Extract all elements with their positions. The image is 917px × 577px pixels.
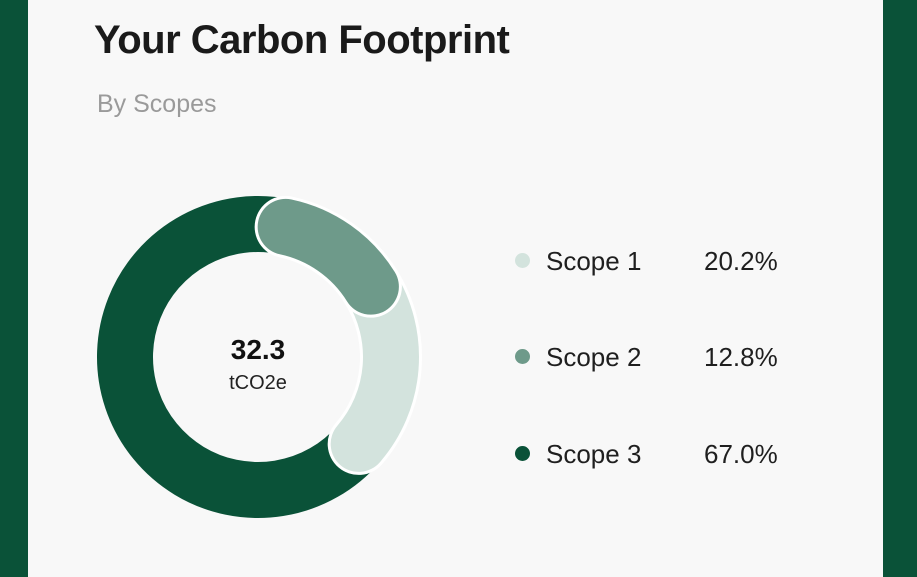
legend-value-scope-2: 12.8% <box>704 342 778 372</box>
donut-center-value: 32.3 <box>230 334 286 365</box>
card-subtitle: By Scopes <box>97 90 217 118</box>
legend-label-scope-1: Scope 1 <box>546 246 642 276</box>
donut-center-unit: tCO2e <box>229 372 287 394</box>
donut-segment-scope-2 <box>257 198 399 315</box>
card-title: Your Carbon Footprint <box>94 18 510 62</box>
legend-label-scope-3: Scope 3 <box>546 439 642 469</box>
legend-label-scope-2: Scope 2 <box>546 342 642 372</box>
legend-value-scope-3: 67.0% <box>704 439 778 469</box>
legend-dot-scope-3 <box>515 446 530 461</box>
legend-dot-scope-2 <box>515 349 530 364</box>
donut-segment-scope-3 <box>97 196 380 518</box>
legend-item-scope-1: Scope 1 20.2% <box>515 240 815 280</box>
legend-item-scope-3: Scope 3 67.0% <box>515 433 815 473</box>
legend-dot-scope-1 <box>515 253 530 268</box>
legend-value-scope-1: 20.2% <box>704 246 778 276</box>
legend-item-scope-2: Scope 2 12.8% <box>515 336 815 376</box>
